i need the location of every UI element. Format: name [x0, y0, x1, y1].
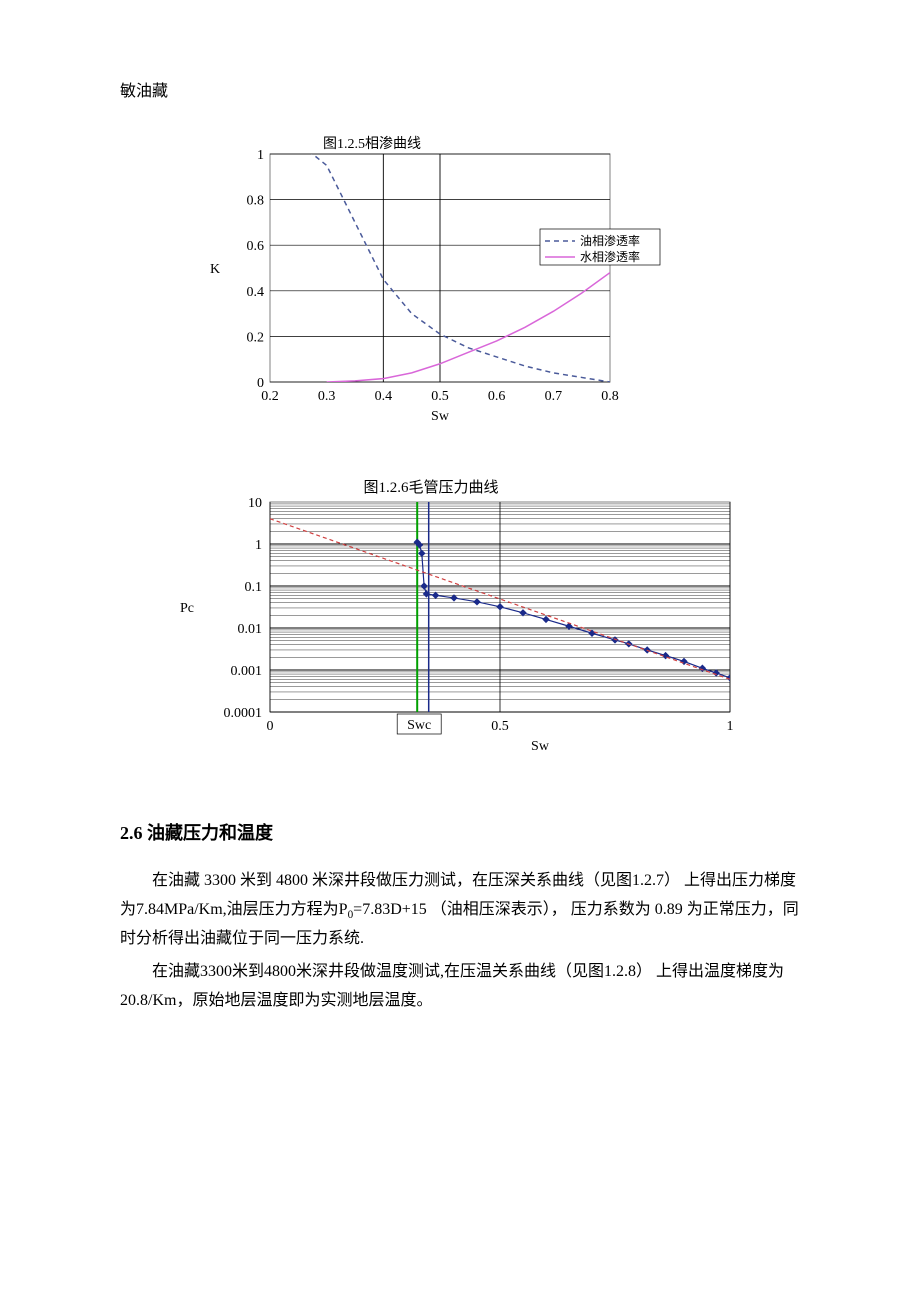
- svg-text:0.7: 0.7: [545, 389, 563, 404]
- svg-text:Sw: Sw: [531, 739, 550, 754]
- section-header: 2.6 油藏压力和温度: [120, 820, 800, 847]
- svg-text:0: 0: [267, 719, 274, 734]
- svg-text:0.5: 0.5: [431, 389, 449, 404]
- svg-text:0.4: 0.4: [375, 389, 393, 404]
- svg-text:0.1: 0.1: [245, 580, 263, 595]
- svg-text:0.5: 0.5: [491, 719, 509, 734]
- chart-capillary-pressure: 图1.2.6毛管压力曲线 0.0001 0.001 0.01 0.1 1 10 0 0.5 1 Sw…: [140, 472, 780, 780]
- svg-text:0.8: 0.8: [247, 194, 265, 209]
- svg-text:1: 1: [257, 148, 264, 163]
- svg-text:Sw: Sw: [431, 409, 450, 424]
- header-label: 敏油藏: [120, 80, 800, 104]
- svg-text:Pc: Pc: [180, 601, 194, 616]
- paragraph-2: 在油藏3300米到4800米深井段做温度测试,在压温关系曲线（见图1.2.8） …: [120, 958, 800, 1016]
- chart-relative-permeability: 图1.2.5相渗曲线00.20.40.60.810.20.30.40.50.60…: [180, 134, 740, 432]
- svg-text:10: 10: [248, 496, 262, 511]
- svg-text:0.2: 0.2: [247, 330, 265, 345]
- svg-text:0.0001: 0.0001: [224, 706, 263, 721]
- svg-text:0.001: 0.001: [231, 664, 263, 679]
- svg-text:1: 1: [727, 719, 734, 734]
- paragraph-1: 在油藏 3300 米到 4800 米深井段做压力测试，在压深关系曲线（见图1.2…: [120, 867, 800, 954]
- svg-text:K: K: [210, 262, 220, 277]
- svg-text:0.3: 0.3: [318, 389, 336, 404]
- svg-text:0.01: 0.01: [238, 622, 263, 637]
- svg-text:0.6: 0.6: [247, 239, 265, 254]
- svg-text:油相渗透率: 油相渗透率: [580, 233, 640, 248]
- svg-text:0.6: 0.6: [488, 389, 506, 404]
- svg-text:0.8: 0.8: [601, 389, 619, 404]
- svg-text:图1.2.6毛管压力曲线: 图1.2.6毛管压力曲线: [363, 479, 498, 496]
- svg-text:0.4: 0.4: [247, 285, 265, 300]
- svg-text:图1.2.5相渗曲线: 图1.2.5相渗曲线: [323, 136, 421, 152]
- svg-text:Swc: Swc: [407, 718, 431, 733]
- svg-text:水相渗透率: 水相渗透率: [580, 249, 640, 264]
- section-title: 油藏压力和温度: [147, 823, 273, 843]
- svg-text:0.2: 0.2: [261, 389, 279, 404]
- svg-text:1: 1: [255, 538, 262, 553]
- section-number: 2.6: [120, 823, 143, 843]
